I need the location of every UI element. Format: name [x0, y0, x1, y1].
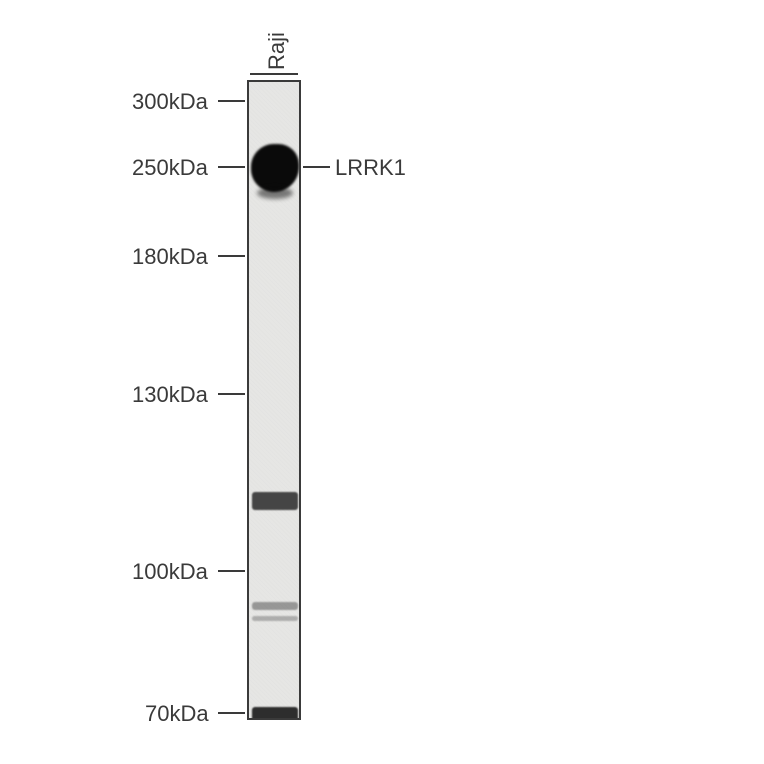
mw-label-180: 180kDa — [132, 244, 208, 270]
mw-label-100: 100kDa — [132, 559, 208, 585]
sample-underline — [250, 73, 298, 75]
western-blot-figure: Raji 300kDa 250kDa 180kDa 130kDa 100kDa 70kDa… — [0, 0, 764, 764]
sample-label-raji: Raji — [264, 32, 290, 70]
mw-tick-left — [218, 393, 245, 395]
mw-tick-left — [218, 166, 245, 168]
band-faint — [252, 616, 298, 621]
mw-tick-left — [218, 255, 245, 257]
mw-label-70: 70kDa — [145, 701, 209, 727]
mw-label-130: 130kDa — [132, 382, 208, 408]
protein-label-lrrk1: LRRK1 — [335, 155, 406, 181]
band-faint — [252, 602, 298, 610]
mw-tick-left — [218, 100, 245, 102]
mw-label-250: 250kDa — [132, 155, 208, 181]
mw-tick-right — [303, 166, 330, 168]
band-minor — [252, 492, 298, 510]
blot-lane — [247, 80, 301, 720]
band-edge — [252, 707, 298, 720]
mw-tick-left — [218, 570, 245, 572]
band-tail — [257, 187, 293, 199]
mw-tick-left — [218, 712, 245, 714]
mw-label-300: 300kDa — [132, 89, 208, 115]
